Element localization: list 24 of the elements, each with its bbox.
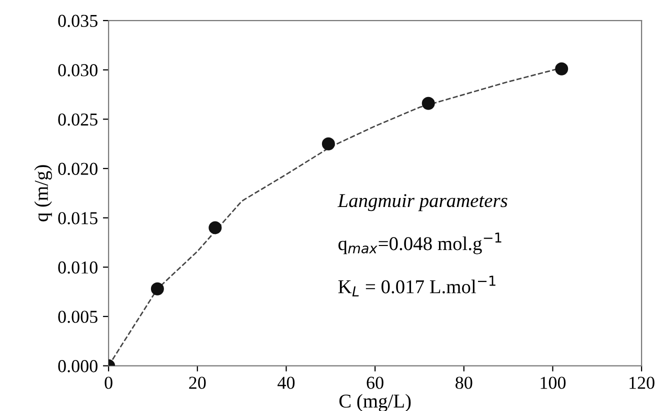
point xyxy=(208,221,222,234)
point xyxy=(322,137,335,150)
point xyxy=(422,96,435,110)
y-tick-label: 0.035 xyxy=(58,14,98,28)
x-tick-label: 40 xyxy=(278,376,295,389)
annotation: q$_{max}$=0.048 mol.g$^{−1}$ xyxy=(338,232,502,254)
y-tick-label: 0.000 xyxy=(58,360,98,372)
x-tick-label: 100 xyxy=(540,376,566,389)
y-tick-label: 0.025 xyxy=(58,113,98,126)
x-tick-label: 20 xyxy=(189,376,206,389)
y-tick-label: 0.030 xyxy=(58,64,98,76)
y-tick-label: 0.010 xyxy=(58,261,98,274)
y-tick-label: 0.015 xyxy=(58,212,98,224)
y-tick-label: 0.020 xyxy=(58,162,98,176)
y-axis-title: q (m/g) xyxy=(34,165,52,222)
point xyxy=(150,282,164,296)
x-tick-label: 120 xyxy=(630,376,654,389)
x-tick-label: 80 xyxy=(456,376,472,389)
x-tick-label: 60 xyxy=(366,376,384,389)
point xyxy=(555,62,568,76)
annotation: K$_{L}$ = 0.017 L.mol$^{−1}$ xyxy=(338,276,496,296)
x-tick-label: 0 xyxy=(104,376,112,389)
y-tick-label: 0.005 xyxy=(58,310,98,323)
annotation: Langmuir parameters xyxy=(338,194,508,212)
